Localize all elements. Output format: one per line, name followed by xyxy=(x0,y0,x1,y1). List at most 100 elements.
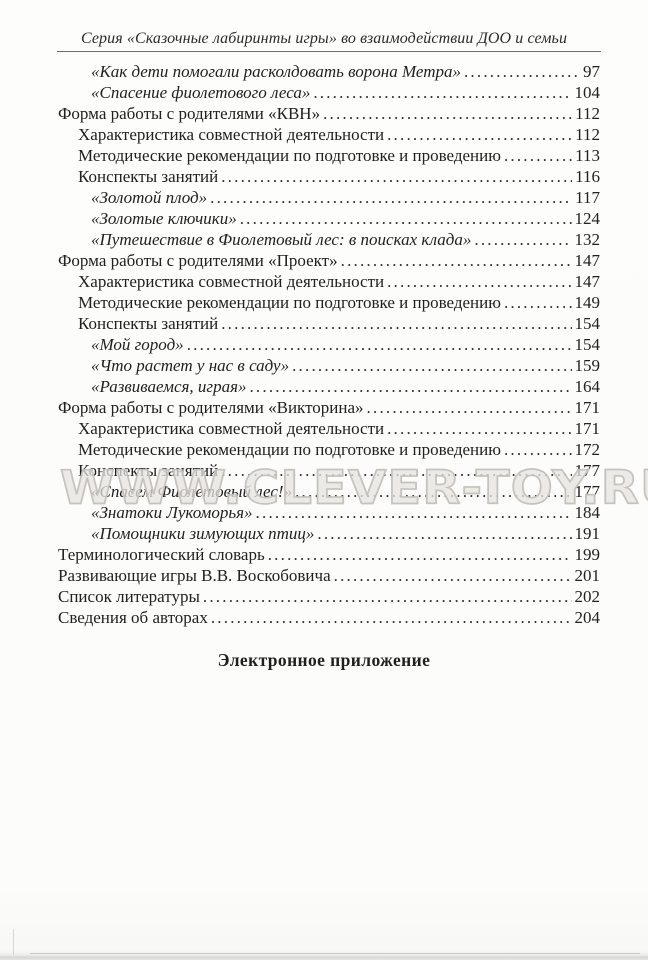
toc-entry: Характеристика совместной деятельности 1… xyxy=(58,418,600,439)
toc-entry-title: Конспекты занятий xyxy=(78,314,219,333)
dot-leader xyxy=(295,481,571,502)
dot-leader xyxy=(387,418,571,439)
toc-entry: «Мой город» 154 xyxy=(58,334,600,355)
toc-entry: «Помощники зимующих птиц» 191 xyxy=(58,523,600,544)
toc-entry-title: «Золотые ключики» xyxy=(91,209,237,228)
toc-entry-page-number: 172 xyxy=(574,440,601,459)
dot-leader xyxy=(210,187,572,208)
toc-entry-page-number: 171 xyxy=(574,419,601,438)
toc-entry: «Золотой плод» 117 xyxy=(58,187,600,208)
toc-entry-title: «Путешествие в Фиолетовый лес: в поисках… xyxy=(91,230,472,249)
toc-entry-page-number: 159 xyxy=(574,356,601,375)
dot-leader xyxy=(504,439,572,460)
toc-entry-page-number: 184 xyxy=(574,503,601,522)
toc-entry: Список литературы 202 xyxy=(58,586,600,607)
toc-entry-title: Характеристика совместной деятельности xyxy=(78,125,385,144)
toc-entry: Форма работы с родителями «Проект» 147 xyxy=(58,250,600,271)
toc-entry-page-number: 124 xyxy=(574,209,601,228)
toc-entry: «Развиваемся, играя» 164 xyxy=(58,376,600,397)
toc-entry-title: Конспекты занятий xyxy=(78,461,219,480)
dot-leader xyxy=(268,544,572,565)
toc-entry-title: Развивающие игры В.В. Воскобовича xyxy=(58,566,331,585)
dot-leader xyxy=(323,103,572,124)
toc-entry-title: Форма работы с родителями «Проект» xyxy=(58,251,338,270)
toc-entry: Сведения об авторах 204 xyxy=(58,607,600,628)
dot-leader xyxy=(317,523,571,544)
toc-entry-page-number: 104 xyxy=(574,83,601,102)
toc-entry-page-number: 177 xyxy=(574,482,601,501)
dot-leader xyxy=(464,61,580,82)
toc-entry: Конспекты занятий 154 xyxy=(58,313,600,334)
toc-entry-title: Список литературы xyxy=(58,587,200,606)
toc-entry-page-number: 112 xyxy=(575,104,600,123)
dot-leader xyxy=(256,502,572,523)
toc-entry: Форма работы с родителями «КВН» 112 xyxy=(58,103,600,124)
toc-entry: «Путешествие в Фиолетовый лес: в поисках… xyxy=(58,229,600,250)
running-header: Серия «Сказочные лабиринты игры» во взаи… xyxy=(80,30,568,47)
scan-line-bottom xyxy=(30,953,640,954)
toc-entry-title: Терминологический словарь xyxy=(58,545,265,564)
toc-entry-title: Конспекты занятий xyxy=(78,167,219,186)
dot-leader xyxy=(221,313,571,334)
toc-entry: Конспекты занятий 177 xyxy=(58,460,600,481)
toc-entry: «Спасем Фиолетовый лес!» 177 xyxy=(58,481,600,502)
toc-entry-page-number: 147 xyxy=(574,272,601,291)
dot-leader xyxy=(211,607,572,628)
dot-leader xyxy=(292,355,571,376)
toc-entry: «Золотые ключики» 124 xyxy=(58,208,600,229)
dot-leader xyxy=(474,229,571,250)
toc-entry-title: «Мой город» xyxy=(91,335,184,354)
toc-entry-page-number: 171 xyxy=(574,398,601,417)
toc-entry-title: Методические рекомендации по подготовке … xyxy=(78,293,501,312)
toc-entry: Форма работы с родителями «Викторина» 17… xyxy=(58,397,600,418)
toc-entry-title: «Спасем Фиолетовый лес!» xyxy=(91,482,293,501)
section-heading: Электронное приложение xyxy=(217,650,431,670)
toc-entry-title: «Золотой плод» xyxy=(91,188,208,207)
toc-entry-title: Характеристика совместной деятельности xyxy=(78,272,385,291)
table-of-contents: «Как дети помогали расколдовать ворона М… xyxy=(58,61,600,628)
dot-leader xyxy=(187,334,572,355)
toc-entry-page-number: 201 xyxy=(574,566,601,585)
dot-leader xyxy=(334,565,572,586)
toc-entry-title: Сведения об авторах xyxy=(58,608,208,627)
toc-entry-page-number: 149 xyxy=(574,293,601,312)
dot-leader xyxy=(504,292,572,313)
toc-entry: Развивающие игры В.В. Воскобовича 201 xyxy=(58,565,600,586)
dot-leader xyxy=(387,271,571,292)
header-rule xyxy=(57,51,601,52)
toc-entry-page-number: 147 xyxy=(574,251,601,270)
toc-entry-title: «Помощники зимующих птиц» xyxy=(91,524,315,543)
toc-entry-page-number: 154 xyxy=(574,335,601,354)
dot-leader xyxy=(387,124,572,145)
toc-entry: «Спасение фиолетового леса» 104 xyxy=(58,82,600,103)
dot-leader xyxy=(221,166,572,187)
dot-leader xyxy=(240,208,572,229)
toc-entry: Терминологический словарь 199 xyxy=(58,544,600,565)
toc-entry-title: Форма работы с родителями «Викторина» xyxy=(58,398,364,417)
toc-entry: Характеристика совместной деятельности 1… xyxy=(58,124,600,145)
toc-entry-page-number: 177 xyxy=(574,461,601,480)
toc-entry-title: Методические рекомендации по подготовке … xyxy=(78,440,501,459)
dot-leader xyxy=(341,250,572,271)
toc-entry-page-number: 132 xyxy=(574,230,601,249)
toc-entry-title: Характеристика совместной деятельности xyxy=(78,419,385,438)
toc-entry: «Что растет у нас в саду» 159 xyxy=(58,355,600,376)
dot-leader xyxy=(203,586,572,607)
toc-entry-page-number: 117 xyxy=(575,188,600,207)
toc-entry-title: «Спасение фиолетового леса» xyxy=(91,83,311,102)
toc-entry-page-number: 199 xyxy=(574,545,601,564)
toc-entry-page-number: 191 xyxy=(574,524,601,543)
toc-entry-page-number: 113 xyxy=(575,146,600,165)
toc-entry-title: Методические рекомендации по подготовке … xyxy=(78,146,501,165)
toc-entry: Методические рекомендации по подготовке … xyxy=(58,439,600,460)
toc-entry-page-number: 164 xyxy=(574,377,601,396)
scan-edge-bottom xyxy=(0,951,648,960)
scan-tick-left xyxy=(13,929,14,955)
dot-leader xyxy=(313,82,571,103)
toc-entry-title: «Как дети помогали расколдовать ворона М… xyxy=(91,62,461,81)
toc-entry: Методические рекомендации по подготовке … xyxy=(58,145,600,166)
toc-entry: «Знатоки Лукоморья» 184 xyxy=(58,502,600,523)
toc-entry: Характеристика совместной деятельности 1… xyxy=(58,271,600,292)
toc-entry-title: Форма работы с родителями «КВН» xyxy=(58,104,321,123)
